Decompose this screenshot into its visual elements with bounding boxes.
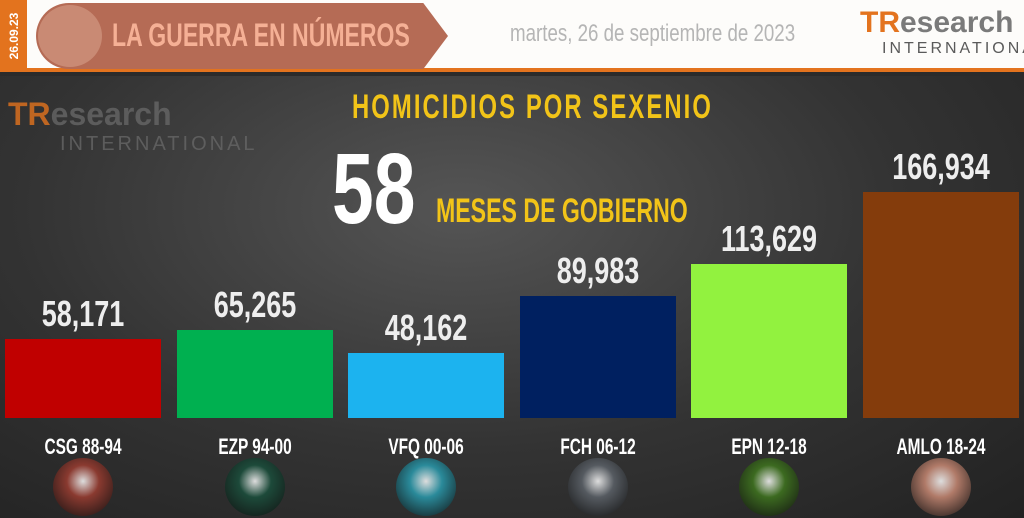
- months-label: MESES DE GOBIERNO: [436, 192, 688, 230]
- data-label: 166,934: [892, 146, 990, 187]
- data-label: 89,983: [556, 250, 640, 292]
- bar: [5, 339, 161, 418]
- date-tag: 26.09.23: [0, 0, 27, 72]
- data-label: 113,629: [721, 218, 818, 260]
- bar: [348, 352, 505, 418]
- header: 26.09.23 LA GUERRA EN NÚMEROS martes, 26…: [0, 0, 1024, 72]
- bar: [176, 329, 333, 418]
- logo: TResearch INTERNATIONAL: [860, 6, 1024, 57]
- chart-title: HOMICIDIOS POR SEXENIO: [352, 88, 713, 126]
- category-label: VFQ 00-06: [388, 434, 464, 459]
- date-text: martes, 26 de septiembre de 2023: [510, 20, 796, 47]
- category-label: EPN 12-18: [731, 434, 808, 459]
- president-photo: [396, 458, 457, 516]
- chart-area: [0, 76, 1024, 518]
- banner-title: LA GUERRA EN NÚMEROS: [112, 17, 410, 53]
- category-label: FCH 06-12: [560, 434, 636, 459]
- category-label: AMLO 18-24: [896, 434, 986, 459]
- mexico-map-icon: [38, 5, 102, 67]
- bar: [519, 296, 676, 418]
- president-photo: [53, 458, 113, 516]
- bar: [691, 264, 848, 418]
- months-number: 58: [332, 133, 416, 245]
- president-photo: [567, 458, 628, 516]
- watermark-logo: TResearch INTERNATIONAL: [8, 96, 258, 155]
- category-label: CSG 88-94: [44, 434, 122, 459]
- president-photo: [911, 458, 971, 516]
- data-label: 65,265: [213, 283, 296, 325]
- data-label: 58,171: [41, 293, 125, 335]
- bar: [863, 192, 1019, 418]
- data-label: 48,162: [384, 306, 468, 348]
- category-label: EZP 94-00: [217, 434, 292, 459]
- banner: LA GUERRA EN NÚMEROS: [36, 3, 448, 69]
- president-photo: [739, 458, 800, 516]
- president-photo: [224, 458, 285, 516]
